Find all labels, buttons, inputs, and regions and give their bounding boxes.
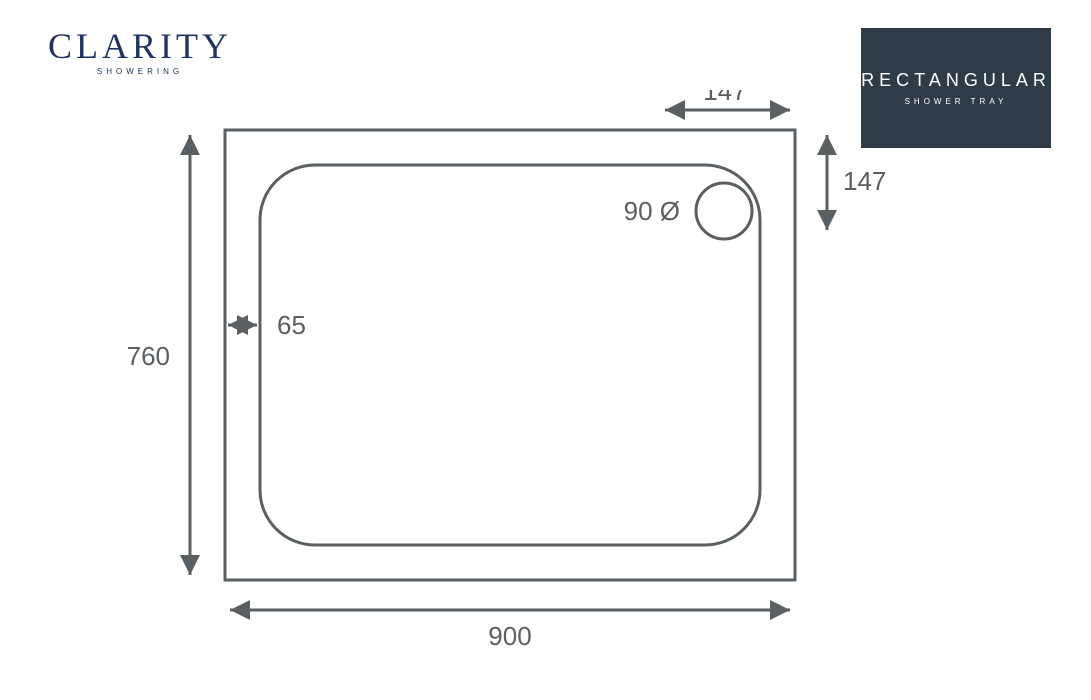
brand-logo: CLARITY SHOWERING [48,28,232,76]
width-label: 900 [488,621,531,651]
height-label: 760 [127,341,170,371]
drain-offset-y-label: 147 [843,166,886,196]
inner-rect [260,165,760,545]
tray-diagram: 90 Ø 147 147 65 760 900 [125,90,915,655]
drain-diameter-label: 90 Ø [624,196,680,226]
brand-subtitle: SHOWERING [48,68,232,76]
outer-rect [225,130,795,580]
brand-title: CLARITY [48,28,232,64]
drain-offset-x-label: 147 [703,90,746,106]
badge-title: RECTANGULAR [861,70,1051,91]
drain-circle [696,183,752,239]
badge-subtitle: SHOWER TRAY [905,97,1008,106]
rim-label: 65 [277,310,306,340]
